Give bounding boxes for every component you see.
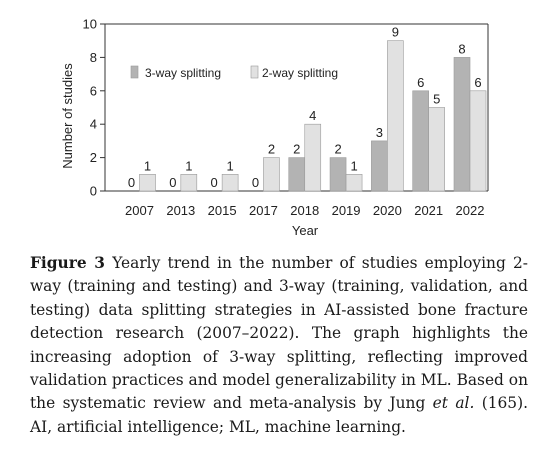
x-tick-label: 2007 bbox=[125, 203, 154, 218]
data-label: 6 bbox=[417, 75, 424, 90]
y-tick-label: 0 bbox=[90, 184, 97, 199]
bar-2way bbox=[387, 40, 404, 192]
chart-legend: 3-way splitting 2-way splitting bbox=[130, 65, 338, 80]
data-label: 9 bbox=[392, 25, 399, 40]
y-tick-label: 2 bbox=[90, 150, 97, 165]
data-label: 3 bbox=[376, 125, 383, 140]
x-axis-label: Year bbox=[292, 223, 319, 238]
data-label: 0 bbox=[128, 175, 135, 190]
bar-3way bbox=[453, 57, 471, 192]
y-tick-label: 6 bbox=[90, 83, 97, 98]
bar-2way bbox=[139, 174, 156, 192]
bar-2way bbox=[263, 157, 280, 192]
x-tick-label: 2015 bbox=[208, 203, 237, 218]
legend-label-3way: 3-way splitting bbox=[145, 66, 221, 80]
y-tick-label: 10 bbox=[83, 17, 97, 32]
data-label: 4 bbox=[309, 108, 316, 123]
bar-3way bbox=[371, 140, 388, 192]
bar-3way bbox=[329, 157, 347, 192]
data-label: 0 bbox=[252, 175, 259, 190]
caption-text-1: Yearly trend in the number of studies em… bbox=[30, 254, 528, 413]
data-label: 1 bbox=[144, 158, 151, 173]
data-label: 2 bbox=[293, 142, 300, 157]
legend-label-2way: 2-way splitting bbox=[262, 66, 338, 80]
x-tick-label: 2013 bbox=[166, 203, 195, 218]
x-tick-label: 2018 bbox=[290, 203, 319, 218]
data-label: 6 bbox=[474, 75, 481, 90]
x-tick-label: 2019 bbox=[332, 203, 361, 218]
y-axis-label: Number of studies bbox=[60, 63, 75, 169]
bar-3way bbox=[288, 157, 306, 192]
x-tick-label: 2021 bbox=[414, 203, 443, 218]
bar-2way bbox=[345, 174, 363, 192]
bar-2way bbox=[221, 174, 239, 192]
bar-3way bbox=[412, 90, 429, 192]
caption-et-al: et al. bbox=[432, 394, 475, 413]
data-label: 8 bbox=[458, 41, 465, 56]
data-label: 0 bbox=[211, 175, 218, 190]
data-label: 2 bbox=[268, 142, 275, 157]
figure-label: Figure 3 bbox=[30, 254, 106, 272]
data-label: 0 bbox=[169, 175, 176, 190]
legend-swatch-3way bbox=[130, 65, 139, 79]
x-tick-label: 2022 bbox=[456, 203, 485, 218]
bar-2way bbox=[469, 90, 487, 192]
data-label: 1 bbox=[350, 158, 357, 173]
legend-swatch-2way bbox=[250, 65, 259, 79]
y-tick-label: 8 bbox=[90, 50, 97, 65]
x-tick-label: 2020 bbox=[373, 203, 402, 218]
data-label: 2 bbox=[334, 142, 341, 157]
caption-text-2: (165). AI, artificial intelligence; ML, … bbox=[30, 394, 528, 436]
data-label: 1 bbox=[185, 158, 192, 173]
data-label: 1 bbox=[227, 158, 234, 173]
bar-2way bbox=[180, 174, 198, 192]
bar-2way bbox=[428, 107, 445, 192]
data-label: 5 bbox=[433, 92, 440, 107]
x-tick-label: 2017 bbox=[249, 203, 278, 218]
figure-caption: Figure 3 Yearly trend in the number of s… bbox=[30, 252, 528, 439]
bar-2way bbox=[304, 123, 322, 192]
y-tick-label: 4 bbox=[90, 117, 97, 132]
